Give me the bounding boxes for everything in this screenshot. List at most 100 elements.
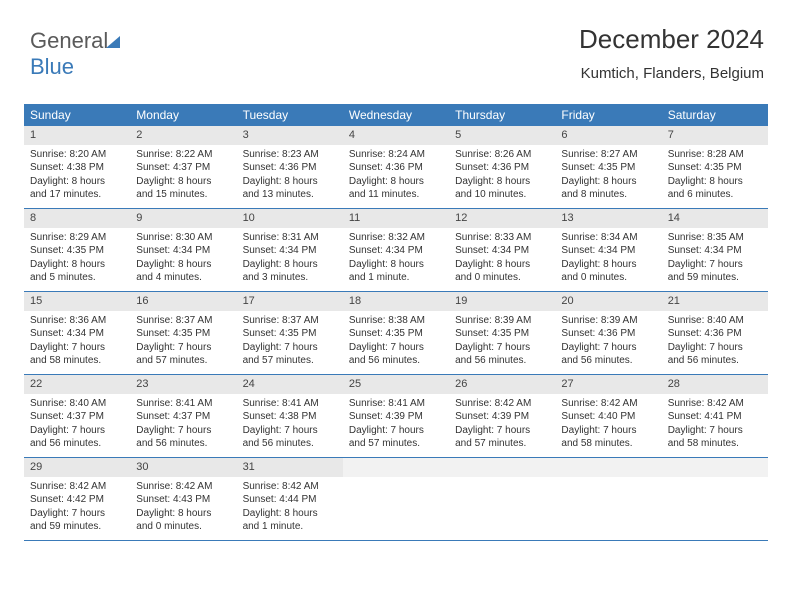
calendar-day: 25Sunrise: 8:41 AMSunset: 4:39 PMDayligh…	[343, 375, 449, 457]
day-line-d2: and 56 minutes.	[30, 437, 124, 451]
calendar-day-empty	[449, 458, 555, 540]
calendar-day: 12Sunrise: 8:33 AMSunset: 4:34 PMDayligh…	[449, 209, 555, 291]
day-line-d2: and 57 minutes.	[136, 354, 230, 368]
day-line-sr: Sunrise: 8:41 AM	[243, 397, 337, 411]
day-line-ss: Sunset: 4:41 PM	[668, 410, 762, 424]
day-line-ss: Sunset: 4:34 PM	[561, 244, 655, 258]
day-line-ss: Sunset: 4:39 PM	[349, 410, 443, 424]
day-line-sr: Sunrise: 8:34 AM	[561, 231, 655, 245]
day-line-ss: Sunset: 4:35 PM	[349, 327, 443, 341]
day-line-d1: Daylight: 7 hours	[30, 424, 124, 438]
calendar-week: 22Sunrise: 8:40 AMSunset: 4:37 PMDayligh…	[24, 375, 768, 458]
day-line-d2: and 8 minutes.	[561, 188, 655, 202]
day-line-ss: Sunset: 4:36 PM	[349, 161, 443, 175]
day-line-d1: Daylight: 8 hours	[136, 507, 230, 521]
day-line-ss: Sunset: 4:34 PM	[136, 244, 230, 258]
day-body: Sunrise: 8:42 AMSunset: 4:40 PMDaylight:…	[555, 394, 661, 455]
day-line-d2: and 56 minutes.	[136, 437, 230, 451]
day-line-d2: and 1 minute.	[243, 520, 337, 534]
day-line-ss: Sunset: 4:35 PM	[30, 244, 124, 258]
day-number: 1	[24, 126, 130, 145]
day-body: Sunrise: 8:20 AMSunset: 4:38 PMDaylight:…	[24, 145, 130, 206]
day-line-ss: Sunset: 4:36 PM	[455, 161, 549, 175]
day-number: 29	[24, 458, 130, 477]
day-body: Sunrise: 8:30 AMSunset: 4:34 PMDaylight:…	[130, 228, 236, 289]
day-line-sr: Sunrise: 8:40 AM	[668, 314, 762, 328]
day-line-sr: Sunrise: 8:28 AM	[668, 148, 762, 162]
day-line-sr: Sunrise: 8:37 AM	[243, 314, 337, 328]
day-line-d1: Daylight: 7 hours	[136, 424, 230, 438]
day-body: Sunrise: 8:42 AMSunset: 4:41 PMDaylight:…	[662, 394, 768, 455]
calendar-day: 8Sunrise: 8:29 AMSunset: 4:35 PMDaylight…	[24, 209, 130, 291]
day-number: 5	[449, 126, 555, 145]
calendar-day: 31Sunrise: 8:42 AMSunset: 4:44 PMDayligh…	[237, 458, 343, 540]
day-line-d1: Daylight: 7 hours	[349, 341, 443, 355]
calendar-day: 27Sunrise: 8:42 AMSunset: 4:40 PMDayligh…	[555, 375, 661, 457]
day-line-ss: Sunset: 4:37 PM	[136, 410, 230, 424]
day-line-ss: Sunset: 4:35 PM	[561, 161, 655, 175]
day-line-ss: Sunset: 4:36 PM	[243, 161, 337, 175]
day-body: Sunrise: 8:39 AMSunset: 4:36 PMDaylight:…	[555, 311, 661, 372]
day-body: Sunrise: 8:40 AMSunset: 4:36 PMDaylight:…	[662, 311, 768, 372]
day-line-d1: Daylight: 7 hours	[455, 424, 549, 438]
day-line-ss: Sunset: 4:35 PM	[136, 327, 230, 341]
day-body: Sunrise: 8:39 AMSunset: 4:35 PMDaylight:…	[449, 311, 555, 372]
day-line-sr: Sunrise: 8:42 AM	[243, 480, 337, 494]
day-line-d1: Daylight: 8 hours	[561, 258, 655, 272]
day-line-d2: and 0 minutes.	[455, 271, 549, 285]
day-number: 30	[130, 458, 236, 477]
day-line-ss: Sunset: 4:40 PM	[561, 410, 655, 424]
weekday-header: Wednesday	[343, 104, 449, 126]
day-line-sr: Sunrise: 8:27 AM	[561, 148, 655, 162]
day-line-d1: Daylight: 7 hours	[455, 341, 549, 355]
day-number: 31	[237, 458, 343, 477]
day-number: 2	[130, 126, 236, 145]
header-right: December 2024 Kumtich, Flanders, Belgium	[579, 24, 764, 82]
weekday-header: Saturday	[662, 104, 768, 126]
day-line-d2: and 56 minutes.	[455, 354, 549, 368]
day-line-d1: Daylight: 7 hours	[30, 341, 124, 355]
day-line-ss: Sunset: 4:34 PM	[243, 244, 337, 258]
calendar-week: 1Sunrise: 8:20 AMSunset: 4:38 PMDaylight…	[24, 126, 768, 209]
calendar-day: 28Sunrise: 8:42 AMSunset: 4:41 PMDayligh…	[662, 375, 768, 457]
calendar-day: 21Sunrise: 8:40 AMSunset: 4:36 PMDayligh…	[662, 292, 768, 374]
day-line-sr: Sunrise: 8:36 AM	[30, 314, 124, 328]
day-line-d1: Daylight: 8 hours	[561, 175, 655, 189]
day-line-ss: Sunset: 4:35 PM	[455, 327, 549, 341]
day-body: Sunrise: 8:42 AMSunset: 4:39 PMDaylight:…	[449, 394, 555, 455]
day-line-d2: and 59 minutes.	[30, 520, 124, 534]
day-line-d1: Daylight: 8 hours	[349, 175, 443, 189]
day-line-d2: and 6 minutes.	[668, 188, 762, 202]
day-line-ss: Sunset: 4:43 PM	[136, 493, 230, 507]
day-line-sr: Sunrise: 8:42 AM	[561, 397, 655, 411]
day-line-ss: Sunset: 4:34 PM	[455, 244, 549, 258]
day-body: Sunrise: 8:42 AMSunset: 4:42 PMDaylight:…	[24, 477, 130, 538]
calendar-day: 7Sunrise: 8:28 AMSunset: 4:35 PMDaylight…	[662, 126, 768, 208]
day-line-d1: Daylight: 7 hours	[243, 424, 337, 438]
day-line-d1: Daylight: 7 hours	[668, 258, 762, 272]
calendar-day: 2Sunrise: 8:22 AMSunset: 4:37 PMDaylight…	[130, 126, 236, 208]
calendar-day-empty	[555, 458, 661, 540]
day-line-sr: Sunrise: 8:24 AM	[349, 148, 443, 162]
day-line-sr: Sunrise: 8:31 AM	[243, 231, 337, 245]
day-line-d2: and 57 minutes.	[243, 354, 337, 368]
day-line-sr: Sunrise: 8:23 AM	[243, 148, 337, 162]
day-body: Sunrise: 8:24 AMSunset: 4:36 PMDaylight:…	[343, 145, 449, 206]
day-line-d2: and 56 minutes.	[561, 354, 655, 368]
day-line-d2: and 56 minutes.	[668, 354, 762, 368]
calendar-day: 14Sunrise: 8:35 AMSunset: 4:34 PMDayligh…	[662, 209, 768, 291]
calendar-day: 1Sunrise: 8:20 AMSunset: 4:38 PMDaylight…	[24, 126, 130, 208]
day-body: Sunrise: 8:42 AMSunset: 4:43 PMDaylight:…	[130, 477, 236, 538]
day-line-d2: and 57 minutes.	[349, 437, 443, 451]
day-line-ss: Sunset: 4:42 PM	[30, 493, 124, 507]
day-body: Sunrise: 8:33 AMSunset: 4:34 PMDaylight:…	[449, 228, 555, 289]
day-number: 7	[662, 126, 768, 145]
day-body: Sunrise: 8:22 AMSunset: 4:37 PMDaylight:…	[130, 145, 236, 206]
day-body: Sunrise: 8:36 AMSunset: 4:34 PMDaylight:…	[24, 311, 130, 372]
calendar-day: 15Sunrise: 8:36 AMSunset: 4:34 PMDayligh…	[24, 292, 130, 374]
day-body: Sunrise: 8:27 AMSunset: 4:35 PMDaylight:…	[555, 145, 661, 206]
day-body: Sunrise: 8:37 AMSunset: 4:35 PMDaylight:…	[130, 311, 236, 372]
calendar-day: 6Sunrise: 8:27 AMSunset: 4:35 PMDaylight…	[555, 126, 661, 208]
day-line-d1: Daylight: 7 hours	[136, 341, 230, 355]
day-line-d1: Daylight: 8 hours	[136, 258, 230, 272]
